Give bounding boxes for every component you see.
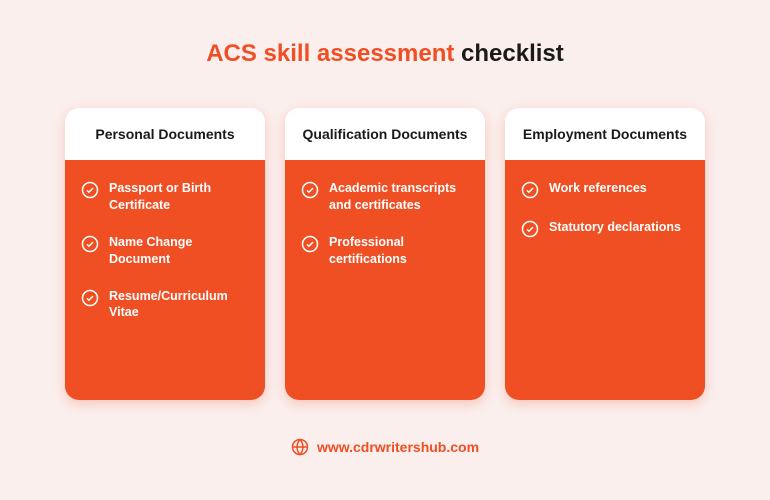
item-label: Name Change Document <box>109 234 249 268</box>
card-header: Qualification Documents <box>285 108 485 160</box>
check-icon <box>301 181 319 199</box>
item-label: Passport or Birth Certificate <box>109 180 249 214</box>
check-icon <box>81 235 99 253</box>
list-item: Name Change Document <box>81 234 249 268</box>
item-label: Work references <box>549 180 647 197</box>
card-body: Passport or Birth Certificate Name Chang… <box>65 160 265 400</box>
globe-icon <box>291 438 309 456</box>
list-item: Passport or Birth Certificate <box>81 180 249 214</box>
card-body: Academic transcripts and certificates Pr… <box>285 160 485 400</box>
list-item: Work references <box>521 180 689 199</box>
card-header: Personal Documents <box>65 108 265 160</box>
card-personal: Personal Documents Passport or Birth Cer… <box>65 108 265 400</box>
card-header: Employment Documents <box>505 108 705 160</box>
title-plain: checklist <box>461 40 564 67</box>
item-label: Resume/Curriculum Vitae <box>109 288 249 322</box>
card-qualification: Qualification Documents Academic transcr… <box>285 108 485 400</box>
list-item: Resume/Curriculum Vitae <box>81 288 249 322</box>
item-label: Statutory declarations <box>549 219 681 236</box>
card-employment: Employment Documents Work references Sta… <box>505 108 705 400</box>
card-body: Work references Statutory declarations <box>505 160 705 400</box>
item-label: Professional certifications <box>329 234 469 268</box>
list-item: Statutory declarations <box>521 219 689 238</box>
title-accent: ACS skill assessment <box>206 40 454 67</box>
check-icon <box>301 235 319 253</box>
check-icon <box>521 181 539 199</box>
check-icon <box>81 181 99 199</box>
item-label: Academic transcripts and certificates <box>329 180 469 214</box>
cards-row: Personal Documents Passport or Birth Cer… <box>60 108 710 400</box>
check-icon <box>81 289 99 307</box>
page-title: ACS skill assessment checklist <box>206 40 564 68</box>
list-item: Academic transcripts and certificates <box>301 180 469 214</box>
check-icon <box>521 220 539 238</box>
footer-url: www.cdrwritershub.com <box>317 439 479 455</box>
footer: www.cdrwritershub.com <box>291 438 479 456</box>
list-item: Professional certifications <box>301 234 469 268</box>
